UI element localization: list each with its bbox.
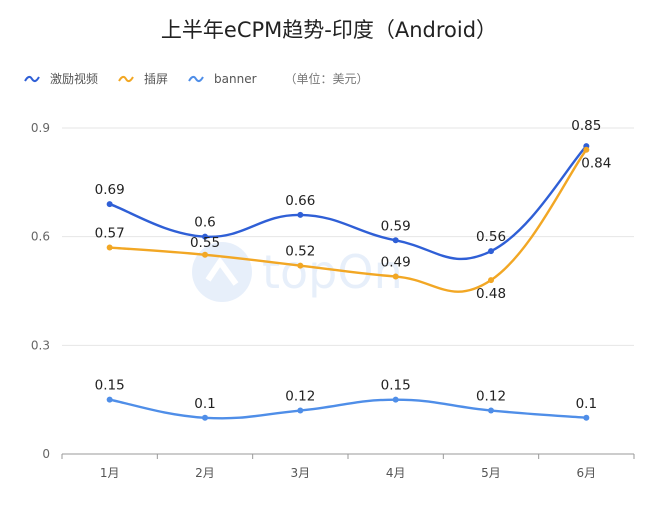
data-point (297, 211, 304, 218)
x-tick-label: 2月 (195, 466, 215, 480)
data-label: 0.52 (285, 244, 315, 260)
data-point (583, 414, 590, 421)
data-point (392, 273, 399, 280)
data-label: 0.69 (95, 182, 125, 198)
y-tick-label: 0 (42, 447, 50, 461)
data-point (106, 201, 113, 208)
legend-line-icon (188, 75, 204, 82)
data-label: 0.12 (476, 389, 506, 405)
data-label: 0.1 (576, 396, 597, 412)
data-label: 0.85 (571, 118, 601, 134)
data-label: 0.66 (285, 193, 315, 209)
series-line (109, 145, 588, 261)
data-label: 0.1 (194, 396, 215, 412)
data-label: 0.6 (194, 215, 215, 231)
data-label: 0.57 (95, 226, 125, 242)
y-tick-label: 0.3 (31, 338, 50, 352)
data-point (202, 233, 208, 240)
x-tick-label: 3月 (291, 466, 311, 480)
data-label: 0.48 (476, 286, 506, 302)
data-point (202, 414, 208, 421)
data-point (583, 146, 590, 153)
legend: 激励视频 插屏 banner （单位：美元） (24, 70, 369, 87)
data-label: 0.49 (381, 255, 411, 271)
data-label: 0.15 (95, 378, 125, 394)
legend-label: 插屏 (144, 72, 169, 86)
data-label: 0.56 (476, 229, 506, 245)
legend-item-banner: banner (188, 72, 257, 86)
data-label: 0.84 (581, 156, 611, 172)
x-tick-label: 1月 (100, 466, 120, 480)
data-point (392, 237, 399, 244)
legend-line-icon (118, 75, 134, 82)
series-line (109, 149, 588, 293)
data-point (297, 262, 304, 269)
x-tick-label: 4月 (386, 466, 406, 480)
unit-note: （单位：美元） (284, 72, 369, 86)
x-tick-label: 6月 (577, 466, 597, 480)
legend-label: 激励视频 (50, 72, 99, 86)
data-label: 0.59 (381, 218, 411, 234)
data-point (488, 248, 494, 255)
data-point (488, 407, 494, 414)
chart-title: 上半年eCPM趋势-印度（Android） (160, 18, 498, 42)
legend-item-interstitial: 插屏 (118, 70, 168, 87)
legend-label: banner (214, 71, 257, 86)
series-line (109, 398, 587, 420)
data-label: 0.55 (190, 235, 220, 251)
x-tick-label: 5月 (481, 466, 501, 480)
data-label: 0.15 (381, 378, 411, 394)
legend-line-icon (24, 75, 40, 82)
data-point (106, 396, 113, 403)
legend-item-rewarded-video: 激励视频 (24, 70, 98, 87)
data-label: 0.12 (285, 389, 315, 405)
data-point (202, 251, 208, 258)
data-point (488, 277, 494, 284)
data-point (392, 396, 399, 403)
data-point (106, 244, 113, 251)
data-point (297, 407, 304, 414)
y-tick-label: 0.9 (31, 121, 50, 135)
y-tick-label: 0.6 (31, 230, 50, 244)
